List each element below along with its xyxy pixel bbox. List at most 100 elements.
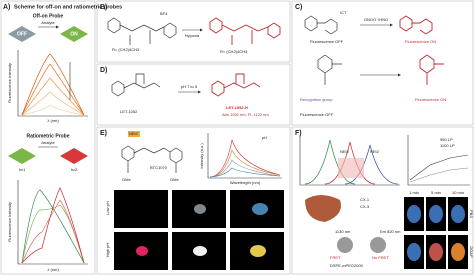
- heading: Ratiometric Probe: [26, 133, 69, 139]
- probe-on: [60, 26, 88, 42]
- fl-off: Fluorescence OFF: [300, 112, 334, 117]
- trigger: Hypoxia: [185, 33, 200, 38]
- ome: OMe: [170, 177, 179, 182]
- probe: BTC1070: [150, 165, 168, 170]
- fl-off: Fluorescence OFF: [310, 39, 344, 44]
- molecule: [317, 54, 342, 85]
- panel-label: E): [100, 130, 107, 137]
- panel-label: F): [295, 130, 302, 137]
- y-axis-label: Fluorescence Intensity: [7, 202, 12, 242]
- panel-label: B): [100, 4, 107, 11]
- x-axis-label: λ (nm): [47, 118, 59, 123]
- excitation: 1130 nm: [335, 229, 351, 234]
- probe-1: [8, 148, 36, 164]
- row-label: Low pH: [105, 201, 110, 215]
- panel-c: [291, 0, 474, 126]
- panel-b: [96, 0, 291, 63]
- counterion: BF4: [160, 11, 168, 16]
- nanoparticle: [337, 237, 353, 253]
- lp: 950 LP: [440, 137, 453, 142]
- arrowhead: [200, 28, 203, 32]
- liver: [305, 195, 341, 222]
- fret: FRET: [330, 255, 341, 260]
- panel-label: C): [295, 4, 302, 11]
- hv2: hν2: [71, 167, 78, 172]
- arrowhead: [56, 25, 59, 29]
- axes: [299, 135, 400, 186]
- analyte: Analyte: [41, 140, 55, 145]
- spectra: [304, 139, 399, 185]
- molecule: [121, 145, 183, 173]
- recognition: Recognition group: [300, 97, 333, 102]
- panel-d: [96, 63, 291, 126]
- x-axis-label: λ (nm): [47, 267, 59, 272]
- time: 1 min: [409, 190, 419, 195]
- y-axis-label: Intensity (a.u.): [199, 143, 204, 169]
- fl-on: Fluorescence ON: [405, 39, 436, 44]
- x-axis-label: Wavelength (nm): [230, 180, 261, 185]
- image-grid: [114, 190, 284, 270]
- off: OFF: [17, 31, 27, 37]
- row-label: PBS: [469, 210, 474, 218]
- group: NEt2: [370, 149, 380, 154]
- lp: 1100 LP: [440, 143, 455, 148]
- fl-on: Fluorescence ON: [415, 97, 446, 102]
- curve: [409, 167, 469, 183]
- trigger: pH 7 to 5: [181, 84, 198, 89]
- cx: CX-1: [360, 197, 370, 202]
- molecule: [107, 17, 177, 45]
- group: NEt2: [340, 149, 350, 154]
- peg: DSPE-mPEG2000: [330, 263, 364, 268]
- panel-f: [291, 126, 474, 275]
- hv1: hν1: [19, 167, 26, 172]
- on: ON: [70, 31, 78, 37]
- curves: [21, 53, 85, 116]
- optics: Abs 1052 nm, FL 1122 nm: [222, 112, 269, 117]
- curves: [21, 187, 85, 264]
- heading: Off-on Probe: [33, 13, 64, 19]
- axes: [207, 133, 282, 179]
- probe-2: [60, 148, 88, 164]
- probe: LET-1052: [120, 109, 138, 114]
- molecule-highlight: [338, 158, 364, 178]
- molecule-product: [209, 17, 281, 45]
- analyte: Analyte: [41, 20, 55, 25]
- title: Scheme for off-on and ratiometric probes: [14, 4, 122, 10]
- image-grid: [404, 197, 468, 269]
- molecule-product: [399, 15, 433, 35]
- panel-e: [96, 126, 291, 275]
- product: LET-1052-H: [226, 105, 248, 110]
- arrowhead: [198, 90, 201, 94]
- axes: [17, 180, 88, 265]
- molecule: [111, 73, 161, 97]
- row-label: DOAP: [469, 246, 474, 258]
- row-label: High pH: [105, 243, 110, 258]
- axes: [17, 50, 88, 117]
- reagent: ONOO⁻/HNO: [364, 17, 388, 22]
- group-highlight: [128, 131, 140, 137]
- ome: OMe: [122, 177, 131, 182]
- time: 10 min: [452, 190, 464, 195]
- probe-off: [8, 26, 36, 42]
- legend-title: pH: [262, 135, 267, 140]
- panel-a: [0, 0, 96, 275]
- molecule-product: [211, 73, 261, 97]
- time: 5 min: [431, 190, 441, 195]
- no-fret: No FRET: [372, 255, 389, 260]
- curve: [409, 154, 469, 181]
- arrowhead: [390, 23, 393, 27]
- axes: [407, 135, 470, 186]
- molecule: [304, 15, 338, 35]
- y-axis-label: Fluorescence Intensity: [7, 63, 12, 103]
- r-group: R= (CH2)4CH3: [220, 49, 248, 54]
- molecule-product: [419, 54, 444, 85]
- emission: Em 820 nm: [380, 229, 401, 234]
- curves: [209, 139, 281, 178]
- panel-label: A): [3, 4, 10, 11]
- ict: ICT: [340, 10, 347, 15]
- cx: CX-3: [360, 204, 370, 209]
- group: NEt2: [129, 131, 139, 136]
- nanoparticle: [370, 237, 386, 253]
- panel-label: D): [100, 67, 107, 74]
